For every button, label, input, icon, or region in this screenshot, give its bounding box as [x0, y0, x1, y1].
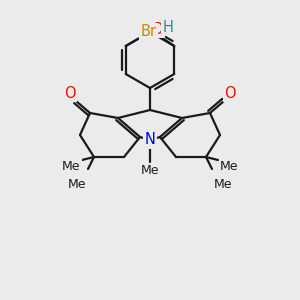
Text: Me: Me [68, 178, 86, 191]
Text: Br: Br [141, 25, 157, 40]
Text: Me: Me [62, 160, 80, 172]
Text: N: N [145, 133, 155, 148]
Text: H: H [163, 20, 174, 34]
Text: O: O [224, 85, 236, 100]
Text: O: O [64, 85, 76, 100]
Text: Me: Me [141, 164, 159, 178]
Text: Me: Me [220, 160, 238, 172]
Text: Me: Me [214, 178, 232, 191]
Text: O: O [152, 22, 163, 37]
